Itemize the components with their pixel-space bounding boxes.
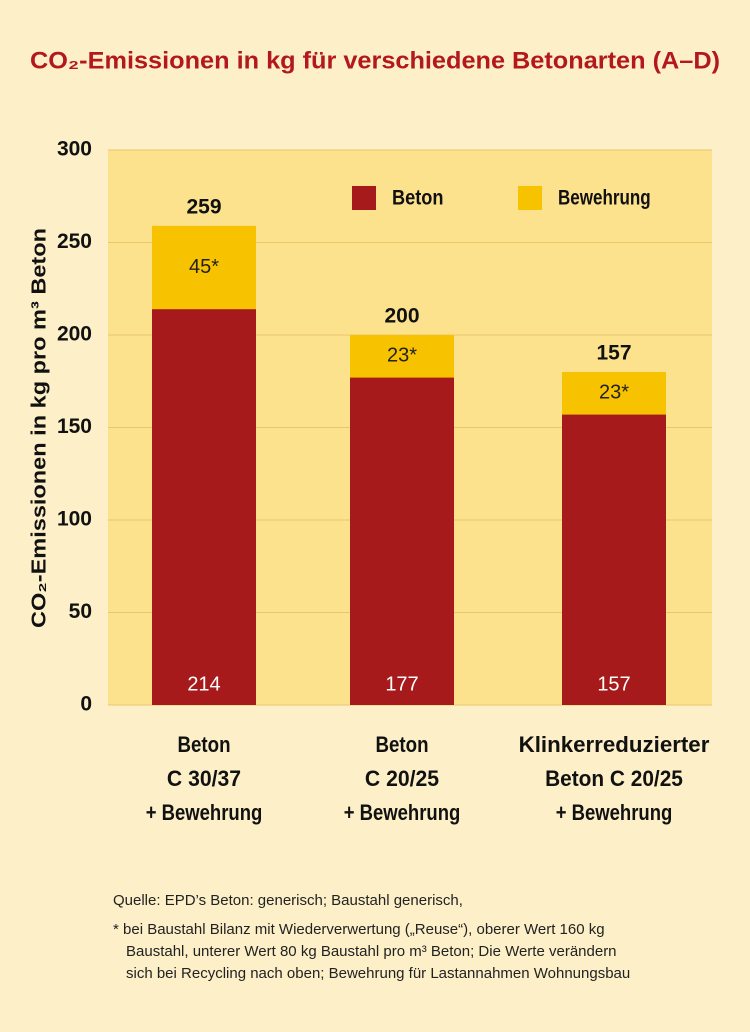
y-tick-label: 0 (80, 693, 92, 716)
value-label: 157 (597, 673, 630, 695)
total-label: 259 (186, 195, 221, 218)
x-tick-label: C 30/37 (167, 766, 241, 791)
note: * bei Baustahl Bilanz mit Wiederverwertu… (113, 921, 605, 938)
x-tick-label: Beton (376, 732, 429, 757)
x-tick-label: C 20/25 (365, 766, 439, 791)
value-label: 23* (599, 382, 629, 404)
y-tick-label: 100 (57, 508, 92, 531)
chart-title: CO₂-Emissionen in kg für verschiedene Be… (30, 47, 720, 74)
bar-segment (562, 372, 666, 415)
x-tick-label: Beton C 20/25 (545, 766, 683, 791)
y-tick-label: 150 (57, 415, 92, 438)
bar-segment (562, 414, 666, 705)
bar-segment (350, 335, 454, 378)
value-label: 23* (387, 345, 417, 367)
bar-segment (350, 377, 454, 705)
x-tick-label: + Bewehrung (146, 800, 263, 825)
value-label: 177 (385, 673, 418, 695)
bar-segment (152, 309, 256, 705)
x-tick-label: + Bewehrung (344, 800, 461, 825)
legend-label: Beton (392, 187, 444, 210)
total-label: 157 (596, 342, 631, 365)
note: Baustahl, unterer Wert 80 kg Baustahl pr… (126, 943, 617, 960)
x-tick-label: + Bewehrung (556, 800, 673, 825)
y-tick-label: 300 (57, 138, 92, 161)
value-label: 214 (187, 673, 220, 695)
x-tick-label: Klinkerreduzierter (519, 732, 710, 757)
value-label: 45* (189, 256, 219, 278)
y-axis-label: CO₂-Emissionen in kg pro m³ Beton (28, 228, 50, 628)
y-tick-label: 200 (57, 323, 92, 346)
note: sich bei Recycling nach oben; Bewehrung … (126, 965, 630, 982)
note: Quelle: EPD’s Beton: generisch; Baustahl… (113, 892, 463, 909)
total-label: 200 (384, 305, 419, 328)
y-tick-label: 250 (57, 230, 92, 253)
legend-swatch (518, 186, 542, 210)
y-tick-label: 50 (69, 600, 92, 623)
legend-swatch (352, 186, 376, 210)
bar-segment (152, 225, 256, 310)
legend-label: Bewehrung (558, 187, 651, 210)
x-tick-label: Beton (178, 732, 231, 757)
